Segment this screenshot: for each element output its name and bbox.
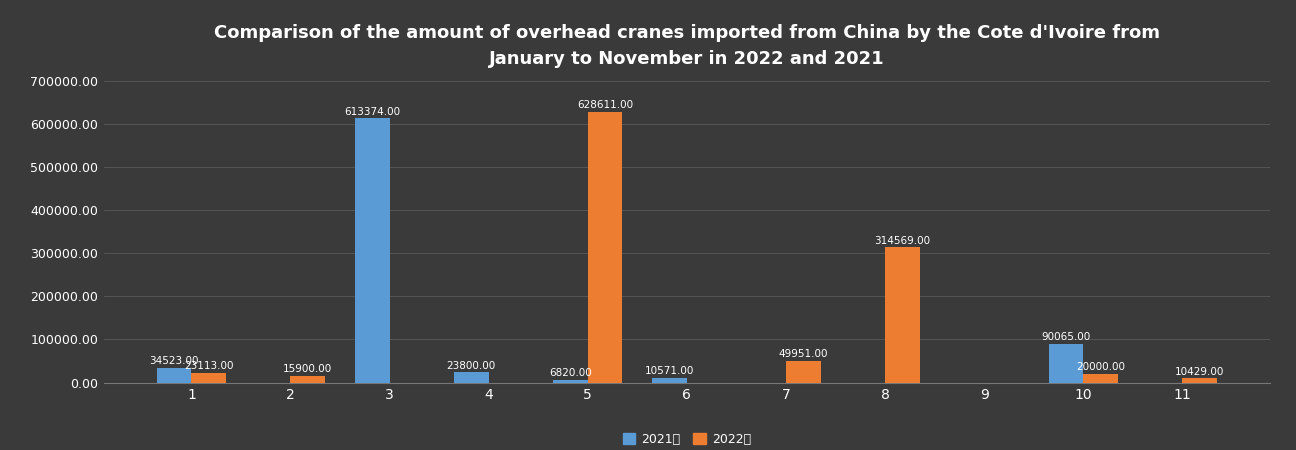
- Text: 90065.00: 90065.00: [1041, 332, 1090, 342]
- Bar: [290, 376, 325, 382]
- Title: Comparison of the amount of overhead cranes imported from China by the Cote d'Iv: Comparison of the amount of overhead cra…: [214, 24, 1160, 68]
- Bar: [454, 372, 489, 382]
- Bar: [588, 112, 622, 382]
- Bar: [785, 361, 820, 382]
- Text: 15900.00: 15900.00: [284, 364, 333, 374]
- Text: 314569.00: 314569.00: [875, 235, 931, 246]
- Legend: 2021年, 2022年: 2021年, 2022年: [618, 428, 756, 450]
- Text: 20000.00: 20000.00: [1076, 362, 1125, 373]
- Bar: [652, 378, 687, 382]
- Bar: [355, 118, 390, 382]
- Bar: [553, 379, 588, 382]
- Bar: [1182, 378, 1217, 382]
- Bar: [157, 368, 192, 382]
- Text: 628611.00: 628611.00: [577, 100, 634, 110]
- Text: 49951.00: 49951.00: [779, 350, 828, 360]
- Bar: [885, 247, 920, 382]
- Bar: [1048, 344, 1083, 382]
- Text: 10571.00: 10571.00: [645, 366, 695, 377]
- Bar: [192, 373, 226, 382]
- Text: 6820.00: 6820.00: [550, 368, 592, 378]
- Text: 23800.00: 23800.00: [447, 361, 496, 371]
- Text: 23113.00: 23113.00: [184, 361, 233, 371]
- Text: 10429.00: 10429.00: [1175, 366, 1225, 377]
- Text: 34523.00: 34523.00: [149, 356, 198, 366]
- Bar: [1083, 374, 1118, 382]
- Text: 613374.00: 613374.00: [345, 107, 400, 117]
